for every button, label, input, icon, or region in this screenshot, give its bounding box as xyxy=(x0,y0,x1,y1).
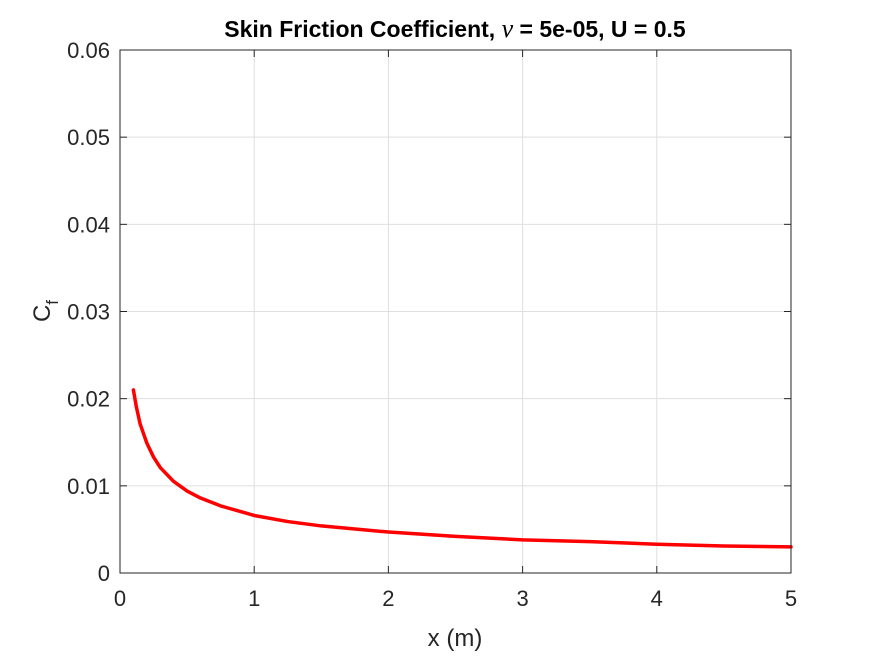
x-tick-label: 2 xyxy=(382,586,394,611)
x-tick-label: 3 xyxy=(516,586,528,611)
y-tick-label: 0.03 xyxy=(67,300,110,325)
y-axis-label-base: C xyxy=(29,305,56,322)
y-tick-label: 0.06 xyxy=(67,38,110,63)
title-suffix: = 5e-05, U = 0.5 xyxy=(513,16,686,42)
x-tick-label: 5 xyxy=(785,586,797,611)
ticks: 0 1 2 3 4 5 0 0.01 0.02 0.03 0.04 0.05 0.06 xyxy=(67,38,797,611)
grid xyxy=(120,50,791,573)
x-tick-label: 1 xyxy=(248,586,260,611)
y-tick-label: 0.05 xyxy=(67,125,110,150)
x-tick-label: 4 xyxy=(651,586,663,611)
y-axis-label-subscript: f xyxy=(43,300,62,305)
y-tick-label: 0.02 xyxy=(67,387,110,412)
series-layer xyxy=(131,388,793,549)
chart-title: Skin Friction Coefficient, ν = 5e-05, U … xyxy=(224,14,686,43)
title-prefix: Skin Friction Coefficient, xyxy=(224,16,501,42)
y-axis-label: Cf xyxy=(29,300,62,322)
y-tick-label: 0 xyxy=(98,561,110,586)
y-tick-label: 0.01 xyxy=(67,474,110,499)
y-tick-label: 0.04 xyxy=(67,212,110,237)
title-nu-symbol: ν xyxy=(502,14,514,43)
x-axis-label: x (m) xyxy=(428,625,483,652)
x-tick-label: 0 xyxy=(114,586,126,611)
cf-curve-line xyxy=(131,388,793,549)
